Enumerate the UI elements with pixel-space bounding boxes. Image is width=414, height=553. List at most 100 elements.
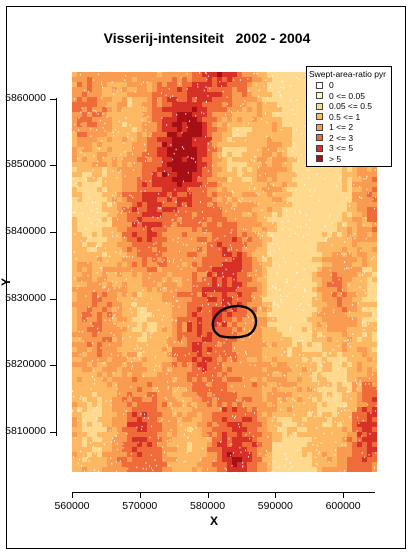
map-cell <box>257 182 262 187</box>
map-cell <box>137 417 142 422</box>
map-cell <box>107 262 112 267</box>
map-cell <box>307 182 312 187</box>
map-cell <box>252 422 257 427</box>
map-cell <box>177 442 182 447</box>
map-cell <box>142 207 147 212</box>
map-cell <box>132 92 137 97</box>
map-cell <box>337 312 342 317</box>
map-cell <box>312 332 317 337</box>
map-cell <box>182 117 187 122</box>
map-cell <box>122 142 127 147</box>
map-cell <box>127 162 132 167</box>
map-cell <box>157 287 162 292</box>
map-cell <box>162 332 167 337</box>
map-cell <box>212 262 217 267</box>
map-cell <box>267 392 272 397</box>
map-cell <box>232 442 237 447</box>
map-cell <box>122 332 127 337</box>
map-cell <box>342 382 347 387</box>
map-cell <box>132 312 137 317</box>
map-cell <box>242 137 247 142</box>
map-cell <box>252 87 257 92</box>
map-cell <box>297 72 302 77</box>
map-cell <box>232 237 237 242</box>
map-cell <box>112 342 117 347</box>
map-cell <box>272 422 277 427</box>
map-cell <box>147 302 152 307</box>
map-cell <box>132 332 137 337</box>
map-cell <box>327 252 332 257</box>
map-cell <box>367 347 372 352</box>
map-cell <box>207 97 212 102</box>
map-cell <box>87 432 92 437</box>
map-cell <box>242 197 247 202</box>
map-cell <box>332 237 337 242</box>
map-cell <box>307 232 312 237</box>
map-cell <box>192 447 197 452</box>
map-cell <box>287 142 292 147</box>
map-cell <box>212 377 217 382</box>
map-cell <box>212 177 217 182</box>
map-cell <box>72 132 77 137</box>
map-cell <box>142 137 147 142</box>
map-cell <box>72 277 77 282</box>
map-cell <box>362 167 367 172</box>
map-cell <box>207 332 212 337</box>
map-cell <box>247 242 252 247</box>
map-cell <box>292 457 297 462</box>
map-cell <box>147 417 152 422</box>
map-cell <box>227 132 232 137</box>
map-cell <box>297 192 302 197</box>
map-cell <box>152 312 157 317</box>
map-cell <box>207 457 212 462</box>
map-cell <box>302 82 307 87</box>
map-cell <box>327 422 332 427</box>
map-cell <box>177 157 182 162</box>
map-cell <box>182 437 187 442</box>
map-cell <box>247 237 252 242</box>
map-cell <box>117 227 122 232</box>
map-cell <box>227 277 232 282</box>
map-cell <box>362 247 367 252</box>
map-cell <box>267 217 272 222</box>
map-cell <box>82 432 87 437</box>
map-cell <box>227 352 232 357</box>
map-cell <box>232 127 237 132</box>
map-cell <box>287 287 292 292</box>
map-cell <box>277 422 282 427</box>
map-cell <box>117 197 122 202</box>
map-cell <box>117 347 122 352</box>
map-cell <box>82 287 87 292</box>
map-cell <box>337 357 342 362</box>
map-cell <box>92 172 97 177</box>
map-cell <box>262 427 267 432</box>
map-cell <box>112 122 117 127</box>
map-cell <box>137 302 142 307</box>
map-cell <box>207 232 212 237</box>
map-cell <box>87 212 92 217</box>
map-cell <box>232 352 237 357</box>
map-cell <box>312 407 317 412</box>
map-cell <box>112 132 117 137</box>
map-cell <box>287 117 292 122</box>
map-cell <box>102 102 107 107</box>
map-cell <box>187 87 192 92</box>
map-cell <box>307 287 312 292</box>
map-cell <box>307 437 312 442</box>
map-cell <box>227 172 232 177</box>
map-cell <box>177 132 182 137</box>
map-cell <box>272 132 277 137</box>
map-cell <box>247 377 252 382</box>
map-cell <box>262 102 267 107</box>
map-cell <box>292 342 297 347</box>
map-cell <box>82 447 87 452</box>
map-cell <box>232 137 237 142</box>
map-cell <box>137 387 142 392</box>
map-cell <box>357 327 362 332</box>
map-cell <box>217 97 222 102</box>
map-cell <box>72 172 77 177</box>
map-cell <box>102 107 107 112</box>
map-cell <box>252 162 257 167</box>
map-cell <box>247 142 252 147</box>
map-cell <box>152 347 157 352</box>
